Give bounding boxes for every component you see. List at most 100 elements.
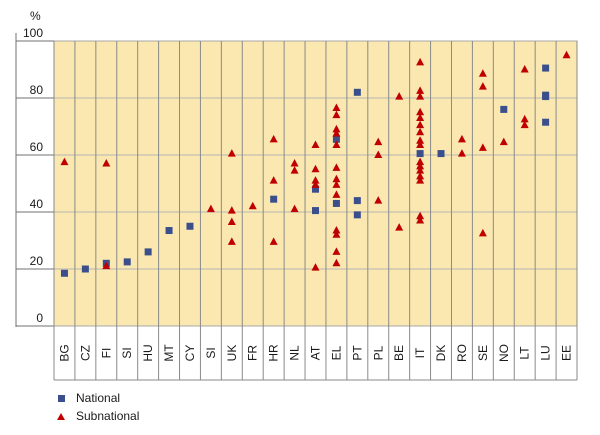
subnational-point-si-3 [206, 204, 215, 213]
subnational-point-it-50 [416, 171, 425, 180]
subnational-point-it-44 [416, 127, 425, 136]
national-point-bg-0 [60, 269, 68, 277]
national-point-dk-16 [437, 150, 445, 158]
national-point-hu-4 [144, 248, 152, 256]
subnational-point-el-22 [332, 124, 341, 133]
subnational-point-it-46 [416, 140, 425, 149]
subnational-point-el-29 [332, 226, 341, 234]
subnational-point-el-28 [332, 190, 341, 198]
x-tick-label-be-16: BE [392, 345, 406, 361]
x-tick-label-ee-24: EE [560, 345, 574, 361]
x-tick-label-cy-6: CY [183, 345, 197, 362]
legend-label-national: National [76, 391, 121, 405]
y-tick-label-60: 60 [30, 140, 44, 154]
subnational-point-it-41 [416, 107, 425, 116]
x-tick-label-mt-5: MT [162, 344, 176, 362]
subnational-point-nl-12 [290, 159, 299, 167]
subnational-point-pl-35 [374, 196, 383, 204]
subnational-point-no-60 [499, 137, 508, 146]
subnational-point-at-17 [311, 176, 320, 184]
national-point-el-10 [332, 199, 340, 207]
national-point-pt-12 [353, 88, 361, 96]
x-tick-label-lu-23: LU [539, 345, 553, 360]
triangle-marker-icon [54, 412, 68, 420]
x-tick-label-bg-0: BG [57, 344, 71, 361]
subnational-point-it-47 [416, 157, 425, 166]
national-point-cy-6 [186, 222, 194, 230]
x-tick-label-nl-11: NL [288, 345, 302, 361]
subnational-point-el-20 [332, 103, 341, 111]
x-tick-label-uk-8: UK [225, 345, 239, 362]
national-point-cz-1 [81, 265, 89, 273]
subnational-point-be-37 [395, 223, 404, 231]
x-tick-label-it-17: IT [413, 347, 427, 358]
subnational-point-fi-1 [102, 159, 111, 167]
subnational-point-uk-6 [227, 217, 236, 225]
subnational-point-it-51 [416, 176, 425, 184]
x-tick-label-lt-22: LT [518, 346, 532, 360]
subnational-point-uk-5 [227, 206, 236, 214]
x-tick-label-fr-9: FR [246, 345, 260, 361]
subnational-point-ee-64 [562, 50, 571, 59]
subnational-point-se-59 [478, 228, 487, 237]
subnational-point-el-25 [332, 163, 341, 171]
x-tick-label-fi-2: FI [99, 348, 113, 359]
x-tick-label-no-21: NO [497, 344, 511, 362]
subnational-point-nl-13 [290, 166, 299, 174]
subnational-point-it-40 [416, 92, 425, 100]
subnational-point-at-15 [311, 140, 320, 149]
national-point-it-15 [416, 150, 424, 158]
legend: National Subnational [54, 389, 139, 425]
x-axis: BG CZ FI SI HU MT CY SI UK FR HR NL AT EL PT PL BE IT DK RO… [53, 41, 578, 381]
legend-label-subnational: Subnational [76, 409, 140, 423]
subnational-point-lt-61 [520, 65, 529, 73]
subnational-point-lt-62 [520, 114, 529, 123]
subnational-point-uk-4 [227, 149, 236, 157]
x-tick-label-pt-14: PT [350, 345, 364, 361]
subnational-point-el-27 [332, 180, 341, 188]
x-tick-label-dk-18: DK [434, 345, 448, 362]
x-tick-label-hu-4: HU [141, 344, 155, 361]
subnational-point-uk-7 [227, 237, 236, 245]
subnational-point-ro-55 [457, 149, 466, 157]
national-point-el-11 [332, 135, 340, 143]
subnational-point-hr-9 [269, 134, 278, 143]
subnational-point-el-32 [332, 258, 341, 267]
x-tick-label-cz-1: CZ [78, 345, 92, 361]
subnational-point-it-43 [416, 120, 425, 129]
subnational-point-bg-0 [60, 157, 69, 166]
national-point-pt-13 [353, 197, 361, 205]
x-tick-label-si-7: SI [204, 347, 218, 358]
subnational-point-be-36 [395, 92, 404, 100]
subnational-point-it-38 [416, 57, 425, 66]
subnational-point-it-39 [416, 86, 425, 94]
x-tick-label-si-3: SI [120, 347, 134, 358]
subnational-point-fr-8 [248, 201, 257, 210]
x-tick-label-at-12: AT [309, 345, 323, 360]
y-tick-label-20: 20 [30, 254, 44, 268]
x-tick-label-ro-19: RO [455, 344, 469, 362]
national-point-hr-7 [270, 195, 278, 203]
subnational-point-el-31 [332, 247, 341, 255]
x-tick-label-se-20: SE [476, 345, 490, 361]
subnational-point-el-26 [332, 174, 341, 183]
subnational-point-nl-14 [290, 204, 299, 213]
subnational-point-hr-11 [269, 237, 278, 245]
subnational-point-it-53 [416, 216, 425, 224]
national-point-at-8 [312, 207, 319, 215]
data-points [60, 50, 571, 277]
y-axis-unit-label: % [30, 9, 41, 23]
subnational-point-el-30 [332, 230, 341, 238]
y-axis: 0 20 40 60 80 100 [15, 26, 54, 327]
subnational-point-se-58 [478, 143, 487, 151]
national-point-lu-18 [542, 64, 550, 72]
subnational-point-at-18 [311, 180, 320, 188]
subnational-point-pl-33 [374, 137, 383, 146]
national-point-si-3 [123, 258, 131, 266]
subnational-point-it-42 [416, 113, 425, 121]
y-tick-label-100: 100 [23, 26, 43, 40]
legend-item-subnational: Subnational [54, 407, 139, 425]
subnational-point-at-16 [311, 164, 320, 173]
national-point-mt-5 [165, 227, 173, 235]
